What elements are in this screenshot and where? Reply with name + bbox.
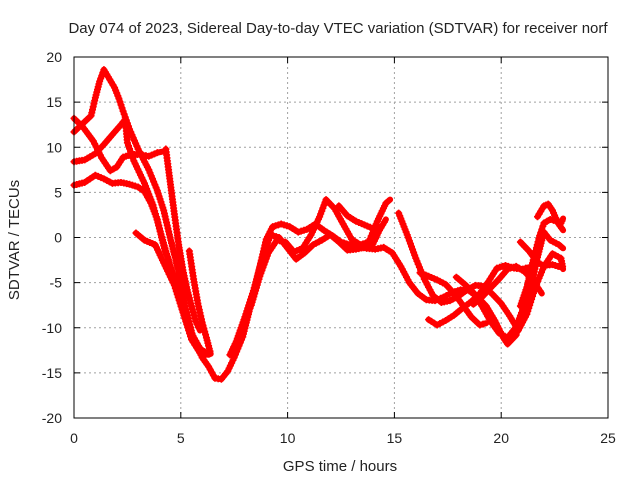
x-tick-label: 20 — [493, 430, 509, 446]
x-tick-label: 5 — [177, 430, 185, 446]
data-point-marker — [384, 197, 392, 205]
data-point-marker — [536, 287, 544, 295]
y-tick-label: 5 — [54, 184, 62, 200]
data-point-marker — [539, 222, 547, 230]
data-point-marker — [554, 262, 562, 270]
grid — [74, 57, 608, 418]
series-arc-9 — [239, 196, 394, 330]
data-point-marker — [538, 225, 546, 233]
data-point-marker — [537, 229, 545, 237]
data-point-marker — [479, 320, 487, 328]
data-point-marker — [380, 218, 388, 226]
data-point-marker — [116, 98, 124, 106]
x-tick-label: 25 — [600, 430, 616, 446]
data-point-marker — [537, 260, 545, 268]
y-axis-label: SDTVAR / TECUs — [6, 180, 23, 300]
series-arc-6 — [162, 145, 203, 334]
y-tick-label: 20 — [46, 49, 62, 65]
series-arc-5 — [132, 229, 210, 358]
x-tick-label: 10 — [280, 430, 296, 446]
series-arc-7 — [185, 247, 214, 357]
data-series — [70, 66, 567, 383]
data-point-marker — [557, 243, 565, 251]
data-point-marker — [161, 247, 169, 255]
y-tick-label: -15 — [42, 365, 62, 381]
data-point-marker — [536, 232, 544, 240]
series-arc-18 — [516, 215, 567, 310]
x-tick-label: 15 — [387, 430, 403, 446]
y-tick-label: 0 — [54, 230, 62, 246]
data-point-marker — [558, 224, 566, 232]
y-tick-label: 15 — [46, 94, 62, 110]
data-point-marker — [371, 224, 379, 232]
y-tick-label: 10 — [46, 139, 62, 155]
x-axis-label: GPS time / hours — [283, 458, 397, 475]
data-point-marker — [196, 349, 204, 357]
data-point-marker — [206, 347, 214, 355]
data-point-marker — [546, 215, 554, 223]
y-tick-label: -5 — [50, 275, 63, 291]
data-point-marker — [199, 350, 207, 358]
x-tick-label: 0 — [70, 430, 78, 446]
y-tick-label: -20 — [42, 410, 62, 426]
data-point-marker — [117, 101, 125, 109]
series-arc-4 — [70, 171, 169, 257]
series-arc-13 — [416, 269, 490, 329]
chart-title: Day 074 of 2023, Sidereal Day-to-day VTE… — [68, 20, 608, 37]
axis-ticks: 0 5 10 15 20 25 -20 -15 -10 -5 0 5 10 15 20 — [42, 49, 616, 446]
series-arc-10 — [335, 202, 381, 232]
data-point-marker — [115, 95, 123, 103]
data-point-marker — [476, 321, 484, 329]
series-arc-15 — [452, 273, 537, 342]
data-point-marker — [550, 216, 558, 224]
data-point-marker — [153, 149, 161, 157]
y-tick-label: -10 — [42, 320, 62, 336]
data-point-marker — [118, 104, 126, 112]
